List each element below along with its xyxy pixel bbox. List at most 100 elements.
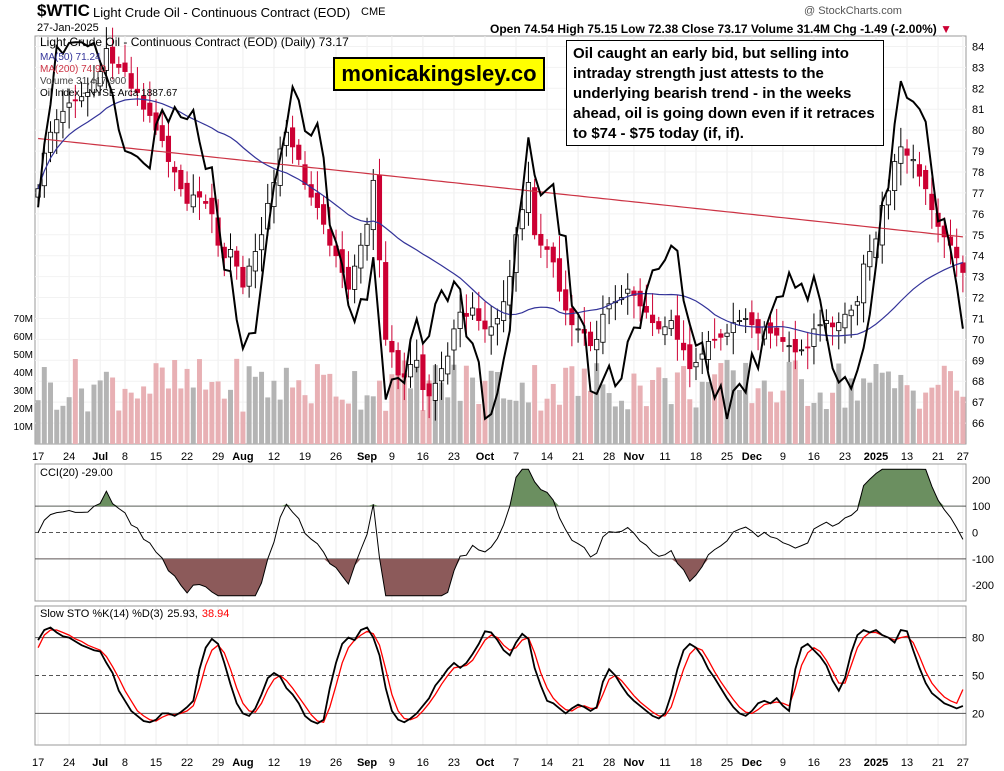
volume-bar [333,396,339,444]
x-tick-label: 17 [32,451,44,463]
instrument-name: Light Crude Oil - Continuous Contract (E… [93,5,351,20]
candle-body [97,71,103,87]
volume-bar [848,378,854,444]
candle-body [488,326,494,336]
x-tick-label-bottom: 16 [808,757,820,769]
volume-bar [637,385,643,444]
x-tick-label: Sep [357,451,377,463]
candle-body [432,382,438,401]
candle-body [476,308,482,321]
volume-bar [556,404,562,444]
volume-bar [879,372,885,444]
price-tick-label: 76 [972,209,984,221]
candle-body [60,110,66,123]
cci-tick-label: 200 [972,475,990,487]
x-tick-label-bottom: 11 [659,757,670,769]
x-tick-label-bottom: 13 [901,757,913,769]
x-tick-label-bottom: 9 [780,757,786,769]
legend-ma200: MA(200) 74.90 [40,64,107,75]
volume-bar [749,403,755,444]
volume-bar [196,359,202,444]
candle-body [960,262,966,273]
sto-k-line [37,626,964,725]
x-tick-label-bottom: 2025 [864,757,888,769]
candle-body [575,328,581,331]
volume-tick-label: 40M [14,368,33,379]
volume-tick-label: 60M [14,332,33,343]
candle-body [749,312,755,326]
volume-bar [507,399,513,444]
volume-bar [941,365,947,444]
candle-body [370,179,376,231]
volume-bar [376,380,382,444]
candle-body [451,328,457,351]
candle-body [395,350,401,376]
candle-body [550,246,556,263]
candle-body [898,146,904,164]
candle-body [196,191,203,198]
price-tick-label: 75 [972,230,984,242]
candle-body [339,249,345,273]
volume-bar [339,399,345,444]
legend-oil-index: Oil Index - NYSE Arca 1887.67 [40,88,178,99]
candle-body [718,333,724,338]
cci-line [37,468,964,597]
candle-body [147,102,153,116]
x-tick-label-bottom: 14 [541,757,553,769]
volume-bar [420,410,426,444]
x-tick-label: 16 [808,451,820,463]
candle-body [321,204,327,225]
x-tick-label: Nov [624,451,646,463]
volume-bar [910,390,916,444]
volume-tick-label: 20M [14,404,33,415]
volume-bar [563,367,569,444]
candle-body [687,344,693,370]
volume-bar [867,382,873,444]
price-tick-label: 66 [972,418,984,430]
chg-value: -1.49 (-2.00%) [860,22,937,36]
volume-bar [122,388,128,444]
volume-bar [501,398,507,444]
volume-bar [190,387,196,444]
volume-bar [408,388,413,444]
candle-body [954,246,960,259]
volume-bar [525,402,531,444]
x-tick-label: Dec [742,451,762,463]
volume-bar [414,364,420,444]
candle-body [103,48,109,71]
x-tick-label-bottom: 15 [150,757,162,769]
candle-body [594,338,600,351]
volume-bar [370,396,376,444]
candle-body [327,229,333,246]
close-label: Close [681,22,715,36]
ma50-line [37,98,964,337]
x-tick-label-bottom: 26 [330,757,342,769]
credit-label: @ StockCharts.com [804,5,902,17]
volume-bar [631,373,637,444]
volume-bar [786,361,792,444]
x-tick-label-bottom: Sep [357,757,377,769]
volume-value: 31.4M [796,22,831,36]
volume-bar [165,388,171,444]
candle-body [469,307,476,316]
volume-bar [923,392,929,444]
volume-bar [345,403,351,444]
volume-bar [401,360,407,444]
candle-body [190,194,196,208]
candle-body [786,345,792,348]
candle-body [525,182,532,213]
candle-body [116,64,122,68]
candle-body [252,251,258,272]
volume-bar [916,408,922,444]
volume-bar [743,362,749,444]
x-tick-label: 11 [659,451,670,463]
oil-index-line [37,41,964,421]
volume-bar [699,381,705,444]
volume-bar [842,407,848,444]
volume-bar [470,377,476,444]
candle-body [110,46,116,64]
candle-body [141,95,147,110]
volume-bar [724,359,730,444]
volume-bar [730,370,736,444]
